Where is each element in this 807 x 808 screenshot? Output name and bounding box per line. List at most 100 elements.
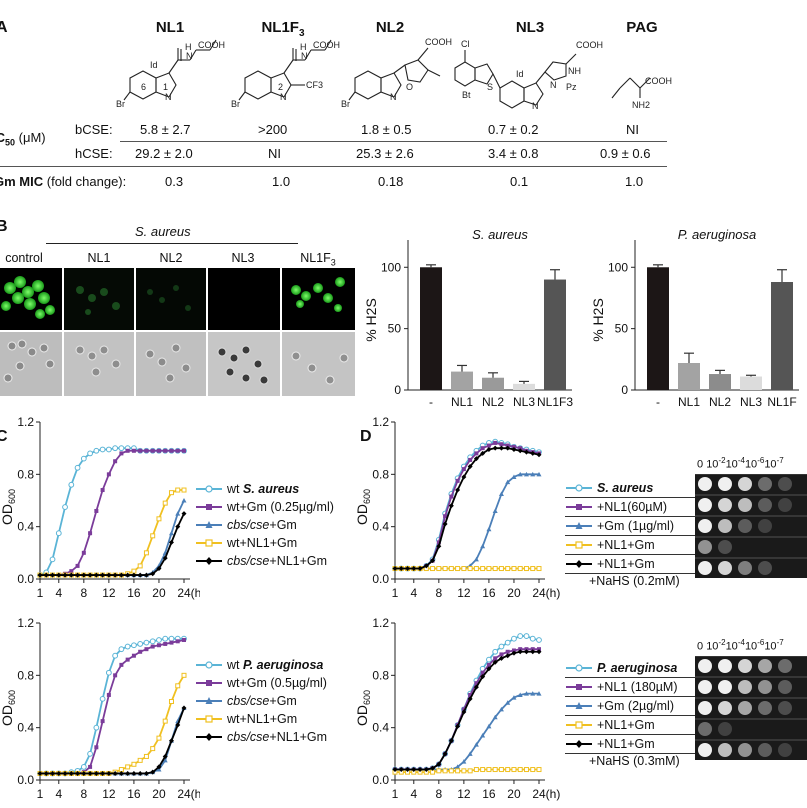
- legend-prefix: wt+NL1+Gm: [227, 712, 298, 726]
- bar-3: [513, 383, 535, 390]
- legend-genotype: cbs/cse: [227, 730, 270, 744]
- legend-prefix: +Gm (2µg/ml): [597, 699, 675, 713]
- x-tick-label: 8: [435, 586, 442, 600]
- legend-item: S. aureus: [565, 479, 695, 498]
- dilution-10c: 10: [744, 458, 758, 471]
- point: [523, 566, 529, 572]
- point: [530, 566, 536, 572]
- point: [93, 447, 100, 454]
- point: [511, 444, 516, 449]
- point: [505, 700, 511, 705]
- point: [181, 487, 187, 493]
- point: [505, 443, 510, 448]
- colony-spot: [718, 498, 732, 512]
- point: [182, 638, 186, 643]
- point: [455, 487, 461, 493]
- colony-spot: [718, 561, 732, 575]
- ring-label-6-nl1: 6: [141, 82, 146, 92]
- x-tick-label: 20: [507, 586, 521, 600]
- point: [131, 572, 137, 578]
- point: [168, 635, 175, 642]
- point: [181, 672, 187, 678]
- x-tick-label: 16: [127, 586, 141, 600]
- legend-c-bottom: wt P. aeruginosa wt+Gm (0.5µg/ml) cbs/cse+…: [195, 656, 327, 746]
- point: [518, 446, 523, 451]
- point: [175, 487, 181, 493]
- point: [430, 765, 436, 771]
- point: [473, 456, 479, 462]
- point: [461, 709, 467, 715]
- legend-text: cbs/cse+NL1+Gm: [227, 554, 327, 568]
- growth-chart-c-bottom: 0.0 0.4 0.8 1.2 14 8 12 16 20 24(h) OD600: [0, 616, 200, 801]
- point: [156, 516, 162, 522]
- point: [131, 568, 137, 574]
- bar-chart-p-aeruginosa: % H2S 0 50 100 - NL1 NL2 NL3 NL1F: [590, 240, 799, 409]
- point: [118, 770, 124, 776]
- y-tick-label: 1.2: [17, 616, 34, 630]
- point: [150, 746, 156, 752]
- dilution-0-b: 0: [697, 640, 704, 653]
- category-label-1: NL1: [678, 395, 700, 409]
- hcse-value-pag: 0.9 ± 0.6: [600, 146, 651, 161]
- point: [467, 566, 473, 572]
- dilution-10a: 10: [706, 458, 719, 471]
- colony-spot: [718, 540, 732, 554]
- point: [150, 533, 156, 539]
- point: [125, 764, 131, 770]
- point: [524, 647, 529, 652]
- point: [144, 448, 149, 453]
- nh-label-nl3: NH: [568, 66, 581, 76]
- point: [43, 572, 49, 578]
- point: [473, 566, 479, 572]
- category-label-1: NL1: [451, 395, 473, 409]
- point: [405, 566, 411, 572]
- colony-spot: [738, 498, 752, 512]
- x-tick-label: 1: [392, 586, 399, 600]
- row-label-hcse: hCSE:: [75, 146, 113, 161]
- legend-prefix: wt+Gm (0.5µg/ml): [227, 676, 327, 690]
- point: [175, 448, 180, 453]
- compound-name-nl1f3: NL1F3: [243, 19, 323, 39]
- point: [442, 566, 448, 572]
- legend-item: cbs/cse+Gm: [195, 692, 327, 710]
- x-tick-label: 24: [532, 586, 546, 600]
- colony-spot: [758, 659, 772, 673]
- dilution-exp-7-b: -7: [776, 638, 784, 647]
- point: [511, 446, 517, 452]
- point: [536, 691, 542, 696]
- point: [156, 637, 162, 643]
- point: [131, 770, 137, 776]
- ic50-label-main: IC: [0, 130, 5, 145]
- point: [480, 670, 485, 675]
- legend-d-bottom-extra: +NaHS (0.3mM): [589, 754, 680, 768]
- legend-organism: S. aureus: [597, 481, 654, 495]
- point: [125, 448, 130, 453]
- point: [100, 488, 105, 493]
- point: [113, 459, 118, 464]
- point: [62, 770, 68, 776]
- dilution-10a-b: 10: [706, 640, 719, 653]
- legend-prefix: +NL1 (180µM): [597, 680, 678, 694]
- legend-marker: [566, 484, 592, 492]
- cooh-label-pag: COOH: [645, 76, 672, 86]
- bar-1: [451, 371, 473, 390]
- point: [87, 572, 93, 578]
- point: [493, 656, 498, 661]
- category-label-4: NL1F3: [537, 395, 573, 409]
- colony-spot: [738, 561, 752, 575]
- point: [443, 514, 448, 519]
- legend-item: wt+NL1+Gm: [195, 534, 334, 552]
- point: [94, 508, 99, 513]
- legend-d-bottom: P. aeruginosa +NL1 (180µM) +Gm (2µg/ml) +NL…: [565, 659, 695, 754]
- microscopy-grid: [0, 268, 355, 396]
- legend-text: wt S. aureus: [227, 482, 299, 496]
- legend-marker: [566, 721, 592, 729]
- point: [430, 558, 436, 564]
- colony-spot: [698, 477, 712, 491]
- point: [138, 649, 143, 654]
- legend-text: wt+NL1+Gm: [227, 712, 297, 726]
- bar-3: [740, 376, 762, 390]
- dilution-exp-2-b: -2: [718, 638, 726, 647]
- legend-text: P. aeruginosa: [597, 661, 677, 675]
- growth-chart-d-top: 0.0 0.4 0.8 1.2 1 4 8 12 16 20 24 (h) OD600: [355, 415, 560, 600]
